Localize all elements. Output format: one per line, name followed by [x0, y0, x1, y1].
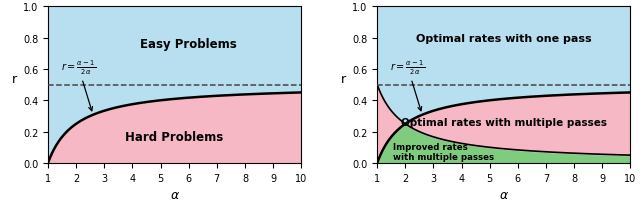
Text: $r = \frac{\alpha - 1}{2\alpha}$: $r = \frac{\alpha - 1}{2\alpha}$	[390, 58, 425, 111]
Text: Improved rates
with multiple passes: Improved rates with multiple passes	[393, 142, 494, 161]
Text: Optimal rates with one pass: Optimal rates with one pass	[416, 33, 591, 43]
Text: Easy Problems: Easy Problems	[140, 38, 237, 51]
X-axis label: $\alpha$: $\alpha$	[499, 188, 509, 201]
Text: $r = \frac{\alpha - 1}{2\alpha}$: $r = \frac{\alpha - 1}{2\alpha}$	[61, 58, 96, 111]
Text: Optimal rates with multiple passes: Optimal rates with multiple passes	[401, 118, 607, 128]
Text: Hard Problems: Hard Problems	[125, 130, 224, 143]
Y-axis label: r: r	[341, 72, 346, 85]
X-axis label: $\alpha$: $\alpha$	[170, 188, 180, 201]
Y-axis label: r: r	[12, 72, 17, 85]
